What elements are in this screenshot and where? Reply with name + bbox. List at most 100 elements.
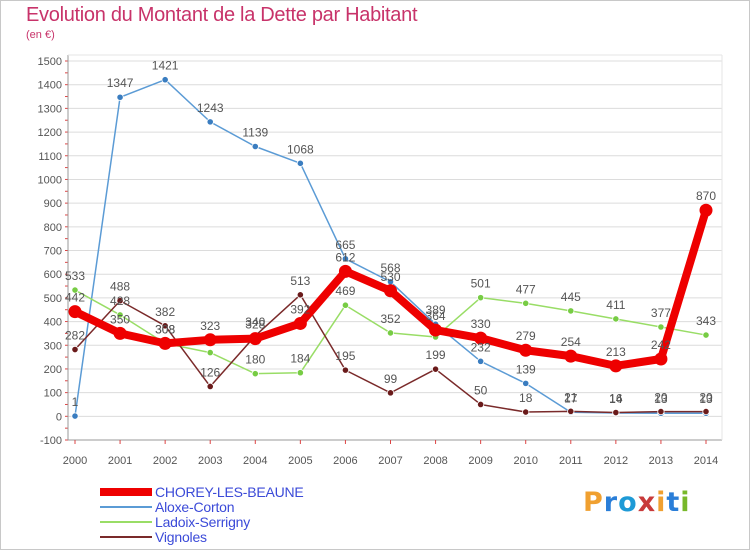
data-label-vignoles: 340 [245,315,265,329]
data-label-ladoix-serrigny: 308 [155,322,175,336]
data-label-vignoles: 18 [519,391,533,405]
data-label-vignoles: 126 [200,365,220,379]
data-label-chorey-les-beaune: 328 [245,318,265,332]
data-label-chorey-les-beaune: 350 [110,312,130,326]
y-tick-label: 1500 [38,56,62,68]
y-tick-label: 400 [44,317,62,329]
proxiti-logo: Proxiti [583,487,691,518]
data-point-aloxe-corton [251,142,259,151]
data-point-vignoles [612,408,620,417]
data-point-chorey-les-beaune [293,316,307,330]
data-point-ladoix-serrigny [657,323,665,331]
data-label-ladoix-serrigny: 501 [471,277,491,291]
data-point-chorey-les-beaune [564,349,578,363]
data-point-ladoix-serrigny [612,315,620,323]
data-label-chorey-les-beaune: 279 [516,329,536,343]
y-tick-label: -100 [40,435,62,447]
data-label-vignoles: 282 [65,329,85,343]
data-label-aloxe-corton: 389 [426,303,446,317]
legend-label: Aloxe-Corton [155,499,235,515]
y-tick-label: 1300 [38,103,62,115]
logo-letter: i [656,487,667,518]
x-tick-label: 2011 [559,455,583,467]
logo-letter: r [603,487,619,518]
x-tick-label: 2001 [108,455,132,467]
data-label-ladoix-serrigny: 352 [380,312,400,326]
logo-letter: i [680,487,691,518]
legend-swatch [100,536,152,538]
data-label-chorey-les-beaune: 870 [696,189,716,203]
data-point-chorey-les-beaune [68,305,82,319]
data-label-aloxe-corton: 1421 [152,59,179,73]
data-point-ladoix-serrigny [251,370,259,378]
data-label-vignoles: 488 [110,280,130,294]
data-point-vignoles [431,365,440,373]
data-point-chorey-les-beaune [429,323,443,337]
x-tick-label: 2009 [468,455,492,467]
data-point-ladoix-serrigny [522,299,530,307]
y-tick-label: 1100 [38,151,62,163]
x-tick-label: 2013 [649,455,673,467]
data-label-vignoles: 99 [384,372,398,386]
legend-swatch [100,488,152,496]
y-tick-label: 300 [44,340,62,352]
data-point-aloxe-corton [341,255,350,263]
data-label-aloxe-corton: 568 [380,261,400,275]
y-tick-label: 600 [44,269,62,281]
data-label-vignoles: 513 [290,274,310,288]
data-label-ladoix-serrigny: 343 [696,314,716,328]
data-label-aloxe-corton: 13 [654,392,668,406]
data-label-aloxe-corton: 1139 [242,126,268,140]
y-tick-label: 1200 [38,127,62,139]
data-point-vignoles [71,345,79,354]
data-label-chorey-les-beaune: 323 [200,319,220,333]
x-tick-label: 2003 [198,455,222,467]
data-point-aloxe-corton [71,412,79,420]
data-label-vignoles: 199 [426,348,446,362]
data-point-ladoix-serrigny [567,307,575,315]
data-label-ladoix-serrigny: 428 [110,294,130,308]
data-point-chorey-les-beaune [519,343,533,357]
data-point-aloxe-corton [206,118,214,126]
data-label-chorey-les-beaune: 442 [65,291,85,305]
data-point-aloxe-corton [296,159,304,167]
data-label-ladoix-serrigny: 533 [65,269,85,283]
data-label-vignoles: 50 [474,383,488,397]
data-point-chorey-les-beaune [158,336,172,350]
data-label-aloxe-corton: 1 [72,395,79,409]
data-label-chorey-les-beaune: 213 [606,345,626,359]
legend-swatch [100,521,152,523]
data-point-vignoles [657,407,665,416]
logo-letter: P [583,487,604,518]
data-label-chorey-les-beaune: 364 [426,309,446,323]
x-tick-label: 2012 [604,455,628,467]
data-point-aloxe-corton [477,357,485,365]
data-label-ladoix-serrigny: 184 [290,352,310,366]
y-tick-label: 100 [44,388,62,400]
data-label-aloxe-corton: 1243 [197,101,224,115]
data-point-vignoles [161,322,169,330]
data-label-chorey-les-beaune: 330 [471,317,491,331]
data-label-aloxe-corton: 17 [564,391,578,405]
x-tick-label: 2014 [694,455,718,467]
logo-letter: t [666,487,681,518]
x-tick-label: 2010 [513,455,537,467]
data-label-vignoles: 20 [699,391,713,405]
x-tick-label: 2004 [243,455,267,467]
legend-label: CHOREY-LES-BEAUNE [155,484,304,500]
data-label-aloxe-corton: 139 [516,362,536,376]
data-point-chorey-les-beaune [474,331,488,345]
y-tick-label: 900 [44,198,62,210]
data-point-vignoles [386,389,395,397]
data-point-ladoix-serrigny [702,331,710,339]
data-label-chorey-les-beaune: 392 [290,302,310,316]
data-label-aloxe-corton: 13 [699,392,713,406]
data-point-chorey-les-beaune [248,332,262,346]
data-point-ladoix-serrigny [341,301,350,309]
y-tick-label: 700 [44,246,62,258]
data-point-aloxe-corton [116,93,124,101]
legend-swatch [100,506,152,508]
